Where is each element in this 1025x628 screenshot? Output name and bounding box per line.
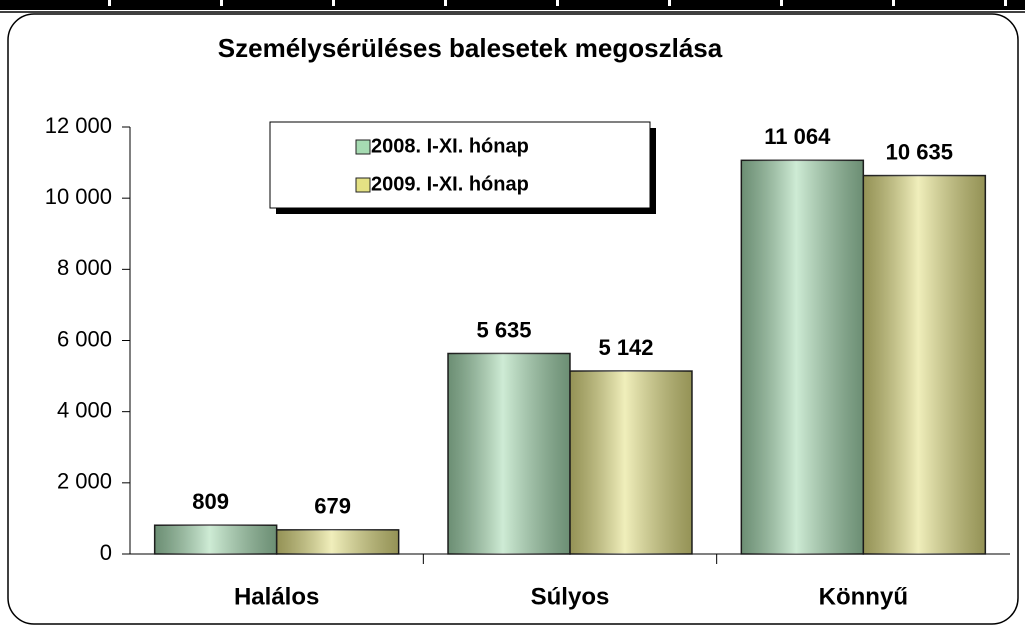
legend-swatch bbox=[355, 139, 371, 155]
data-label: 5 635 bbox=[476, 317, 531, 342]
bar bbox=[447, 352, 571, 555]
data-label: 11 064 bbox=[764, 124, 831, 149]
y-tick-label: 10 000 bbox=[45, 184, 112, 209]
y-tick-label: 6 000 bbox=[57, 326, 112, 351]
y-tick-label: 12 000 bbox=[45, 113, 112, 138]
y-tick-label: 2 000 bbox=[57, 469, 112, 494]
x-tick-label: Könnyű bbox=[819, 583, 908, 610]
x-tick-label: Halálos bbox=[234, 583, 319, 610]
bar bbox=[569, 370, 693, 555]
y-tick-label: 0 bbox=[100, 540, 112, 565]
top-band bbox=[0, 0, 1025, 10]
chart-title: Személysérüléses balesetek megoszlása bbox=[218, 33, 723, 63]
data-label: 10 635 bbox=[886, 139, 953, 164]
bar bbox=[275, 529, 400, 555]
y-tick-label: 8 000 bbox=[57, 255, 112, 280]
legend-label: 2009. I-XI. hónap bbox=[371, 173, 529, 195]
legend-swatch bbox=[355, 177, 371, 193]
x-tick-label: Súlyos bbox=[531, 583, 610, 610]
data-label: 679 bbox=[314, 494, 351, 519]
y-tick-label: 4 000 bbox=[57, 397, 112, 422]
data-label: 809 bbox=[192, 489, 229, 514]
bar bbox=[740, 159, 865, 555]
bar bbox=[862, 174, 987, 555]
bar bbox=[153, 524, 278, 555]
legend bbox=[269, 121, 651, 209]
legend-label: 2008. I-XI. hónap bbox=[371, 135, 529, 157]
data-label: 5 142 bbox=[598, 335, 653, 360]
